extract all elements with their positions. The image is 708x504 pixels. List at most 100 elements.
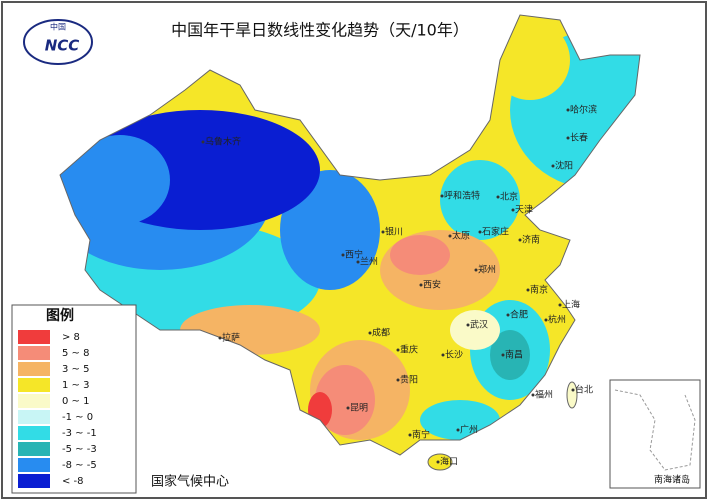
- city-label: 杭州: [548, 314, 566, 326]
- city-label: 长春: [570, 132, 588, 144]
- city-dot: [218, 336, 222, 340]
- city-label: 广州: [460, 424, 478, 436]
- legend-swatch: [18, 394, 50, 408]
- city-dot: [566, 108, 570, 112]
- city-label: 呼和浩特: [444, 190, 480, 202]
- legend-label: -8 ~ -5: [62, 460, 97, 471]
- city-label: 北京: [500, 191, 518, 203]
- city-dot: [436, 460, 440, 464]
- legend-swatch: [18, 362, 50, 376]
- city-label: 沈阳: [555, 160, 573, 172]
- city-label: 西宁: [345, 249, 363, 261]
- legend-label: -5 ~ -3: [62, 444, 97, 455]
- city-label: 兰州: [360, 256, 378, 268]
- city-label: 贵阳: [400, 374, 418, 386]
- legend-label: 0 ~ 1: [62, 396, 89, 407]
- city-dot: [506, 313, 510, 317]
- city-dot: [501, 353, 505, 357]
- taiwan: [566, 381, 578, 409]
- city-label: 南京: [530, 284, 548, 296]
- legend-swatch: [18, 410, 50, 424]
- city-dot: [381, 230, 385, 234]
- legend-swatch: [18, 442, 50, 456]
- city-label: 重庆: [400, 344, 418, 356]
- city-dot: [440, 194, 444, 198]
- city-dot: [346, 406, 350, 410]
- city-label: 郑州: [478, 264, 496, 276]
- city-dot: [544, 318, 548, 322]
- inset-outline: [614, 389, 696, 471]
- inset-box: [609, 379, 701, 489]
- city-dot: [396, 348, 400, 352]
- city-dot: [396, 378, 400, 382]
- legend-swatch: [18, 458, 50, 472]
- legend-label: < -8: [62, 476, 84, 487]
- city-label: 太原: [452, 230, 470, 242]
- city-label: 武汉: [470, 319, 488, 331]
- country-border: [59, 14, 641, 456]
- legend-swatch: [18, 474, 50, 488]
- city-dot: [558, 303, 562, 307]
- city-dot: [478, 230, 482, 234]
- city-dot: [496, 195, 500, 199]
- source-label: 国家气候中心: [151, 474, 229, 490]
- city-label: 南宁: [412, 429, 430, 441]
- city-dot: [551, 164, 555, 168]
- city-label: 哈尔滨: [570, 104, 597, 116]
- city-label: 台北: [575, 384, 593, 396]
- city-dot: [466, 323, 470, 327]
- inset: 南海诸岛: [609, 379, 701, 489]
- city-label: 拉萨: [222, 332, 240, 344]
- city-label: 福州: [535, 389, 553, 401]
- inset-label: 南海诸岛: [654, 474, 690, 486]
- legend-label: 3 ~ 5: [62, 364, 89, 375]
- legend-label: 1 ~ 3: [62, 380, 89, 391]
- legend-swatch: [18, 426, 50, 440]
- city-label: 成都: [372, 327, 390, 339]
- legend-label: 5 ~ 8: [62, 348, 89, 359]
- city-dot: [356, 260, 360, 264]
- city-label: 西安: [423, 279, 441, 291]
- city-label: 银川: [385, 226, 403, 238]
- city-dot: [474, 268, 478, 272]
- city-label: 南昌: [505, 349, 523, 361]
- logo: 中国 NCC: [23, 19, 93, 65]
- city-label: 合肥: [510, 309, 528, 321]
- city-label: 长沙: [445, 349, 463, 361]
- legend-swatch: [18, 330, 50, 344]
- city-label: 天津: [515, 205, 533, 216]
- city-dot: [408, 433, 412, 437]
- city-label: 海口: [440, 456, 458, 468]
- city-dot: [341, 253, 345, 257]
- city-label: 石家庄: [482, 226, 509, 238]
- hainan: [427, 453, 453, 471]
- map-title: 中国年干旱日数线性变化趋势（天/10年）: [171, 21, 469, 40]
- city-dot: [368, 331, 372, 335]
- city-dot: [448, 234, 452, 238]
- city-dot: [526, 288, 530, 292]
- city-dot: [571, 388, 575, 392]
- legend-swatch: [18, 378, 50, 392]
- city-dot: [531, 393, 535, 397]
- logo-top: 中国: [50, 22, 66, 32]
- city-dot: [419, 283, 423, 287]
- city-label: 济南: [522, 234, 540, 246]
- legend-label: -1 ~ 0: [62, 412, 93, 423]
- logo-text: NCC: [45, 37, 80, 55]
- city-dot: [441, 353, 445, 357]
- legend-swatch: [18, 346, 50, 360]
- city-dot: [518, 238, 522, 242]
- legend: 图例 > 8 5 ~ 8 3 ~ 5 1 ~ 3 0 ~ 1 -1 ~ 0 -3 ~ -1 -…: [11, 304, 137, 494]
- legend-title: 图例: [46, 307, 74, 324]
- city-label: 昆明: [350, 403, 368, 414]
- city-dot: [511, 208, 515, 212]
- legend-label: -3 ~ -1: [62, 428, 97, 439]
- city-dot: [456, 428, 460, 432]
- city-dot: [566, 136, 570, 140]
- city-label: 上海: [562, 299, 580, 311]
- city-label: 乌鲁木齐: [205, 136, 241, 148]
- legend-label: > 8: [62, 332, 80, 343]
- city-dot: [201, 140, 205, 144]
